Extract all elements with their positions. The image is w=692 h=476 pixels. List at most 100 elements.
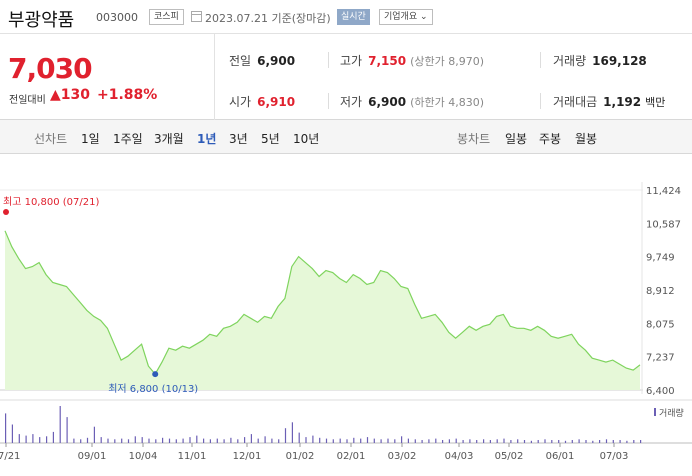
volume-bar	[203, 438, 205, 443]
date-text: 2023.07.21 기준(장마감)	[205, 12, 331, 25]
current-price: 7,030	[8, 52, 93, 85]
volume-bar	[380, 439, 382, 443]
stat-value: 6,900	[368, 95, 407, 109]
x-tick-label: 11/01	[178, 451, 207, 462]
volume-bar	[442, 440, 444, 443]
volume-bar	[250, 434, 252, 443]
volume-bar	[544, 439, 546, 443]
realtime-button[interactable]: 실시간	[337, 9, 370, 25]
volume-bar	[73, 438, 75, 443]
volume-bar	[462, 440, 464, 443]
volume-bar	[59, 406, 61, 443]
volume-legend-label: 거래량	[659, 407, 684, 419]
stat-amount: 거래대금 1,192 백만	[553, 93, 665, 110]
stat-high: 고가 7,150 (상한가 8,970)	[340, 52, 484, 69]
volume-bar	[558, 440, 560, 443]
volume-bar	[585, 440, 587, 443]
volume-bar	[325, 438, 328, 443]
high-marker	[3, 209, 9, 215]
volume-bar	[455, 438, 457, 443]
candle-monthly[interactable]: 월봉	[575, 132, 598, 146]
x-tick-label: 10/04	[129, 451, 158, 462]
volume-bar	[373, 438, 375, 443]
amount-unit: 백만	[645, 96, 666, 109]
volume-bar	[127, 439, 130, 443]
volume-bar	[435, 438, 437, 443]
volume-bar	[339, 438, 341, 443]
volume-bar	[278, 439, 280, 443]
period-5y[interactable]: 5년	[261, 132, 280, 146]
volume-bar	[517, 439, 519, 443]
x-tick-label: 05/02	[495, 451, 524, 462]
volume-bar	[148, 438, 150, 443]
volume-bar	[223, 439, 225, 443]
volume-bar	[599, 440, 601, 443]
price-area	[5, 230, 640, 390]
candle-weekly[interactable]: 주봉	[539, 132, 562, 146]
stat-label: 저가	[340, 95, 363, 109]
period-1d[interactable]: 1일	[81, 132, 100, 146]
x-tick-label: 07/21	[0, 451, 20, 462]
period-3y[interactable]: 3년	[229, 132, 248, 146]
stat-value: 1,192	[603, 95, 642, 109]
volume-bar	[39, 437, 41, 443]
current-price-block: 7,030 전일대비 ▲130 +1.88%	[0, 34, 215, 120]
stat-label: 전일	[229, 54, 252, 68]
y-tick-label: 11,424	[646, 186, 681, 197]
volume-bar	[168, 438, 171, 443]
x-tick-label: 01/02	[286, 451, 315, 462]
price-chart-svg: 11,424 10,587 9,749 8,912 8,075 7,237 6,400 최고 …	[0, 182, 692, 462]
stock-header: 부광약품 003000 코스피 2023.07.21 기준(장마감) 실시간 기…	[0, 0, 692, 34]
volume-bar	[428, 439, 430, 443]
volume-bar	[305, 437, 307, 443]
divider	[540, 93, 541, 109]
volume-bar	[523, 440, 526, 443]
line-chart-label: 선차트	[34, 132, 68, 146]
volume-bar	[46, 436, 48, 443]
volume-bar	[209, 439, 211, 443]
low-annotation: 최저 6,800 (10/13)	[108, 383, 198, 395]
volume-bar	[407, 438, 409, 443]
candle-chart-label: 봉차트	[457, 132, 491, 146]
stock-name: 부광약품	[8, 10, 75, 31]
period-1y[interactable]: 1년	[197, 132, 217, 146]
price-line	[4, 230, 641, 376]
volume-bar	[66, 417, 68, 443]
volume-bar	[578, 439, 580, 443]
volume-bar	[230, 437, 232, 443]
change-percent: +1.88%	[97, 87, 158, 103]
stat-label: 거래량	[553, 54, 587, 68]
volume-bar	[640, 440, 642, 443]
company-overview-button[interactable]: 기업개요 ⌄	[379, 9, 433, 25]
volume-bar	[592, 440, 594, 443]
stat-value: 169,128	[592, 54, 647, 68]
volume-legend-swatch	[654, 408, 656, 416]
y-tick-label: 7,237	[646, 353, 675, 364]
period-10y[interactable]: 10년	[293, 132, 320, 146]
volume-bar	[80, 439, 82, 443]
volume-bar	[182, 438, 184, 443]
period-1w[interactable]: 1주일	[113, 132, 143, 146]
stat-value: 6,910	[257, 95, 296, 109]
volume-bar	[271, 438, 273, 443]
volume-bar	[469, 439, 471, 443]
low-marker	[152, 371, 159, 378]
volume-bar	[612, 440, 614, 443]
volume-bar	[346, 439, 348, 443]
stat-volume: 거래량 169,128	[553, 52, 647, 69]
x-tick-label: 03/02	[388, 451, 417, 462]
stat-label: 시가	[229, 95, 252, 109]
volume-bar	[216, 438, 218, 443]
period-3m[interactable]: 3개월	[154, 132, 184, 146]
stat-prev-close: 전일 6,900	[229, 52, 295, 69]
volume-bar	[537, 440, 539, 443]
volume-bar	[414, 439, 416, 443]
stat-low: 저가 6,900 (하한가 4,830)	[340, 93, 484, 110]
volume-bar	[394, 439, 396, 443]
volume-bar	[605, 439, 608, 443]
volume-bar	[32, 434, 34, 443]
y-tick-label: 10,587	[646, 219, 681, 230]
calendar-icon	[191, 11, 202, 22]
candle-daily[interactable]: 일봉	[505, 132, 528, 146]
volume-bar	[298, 432, 300, 443]
